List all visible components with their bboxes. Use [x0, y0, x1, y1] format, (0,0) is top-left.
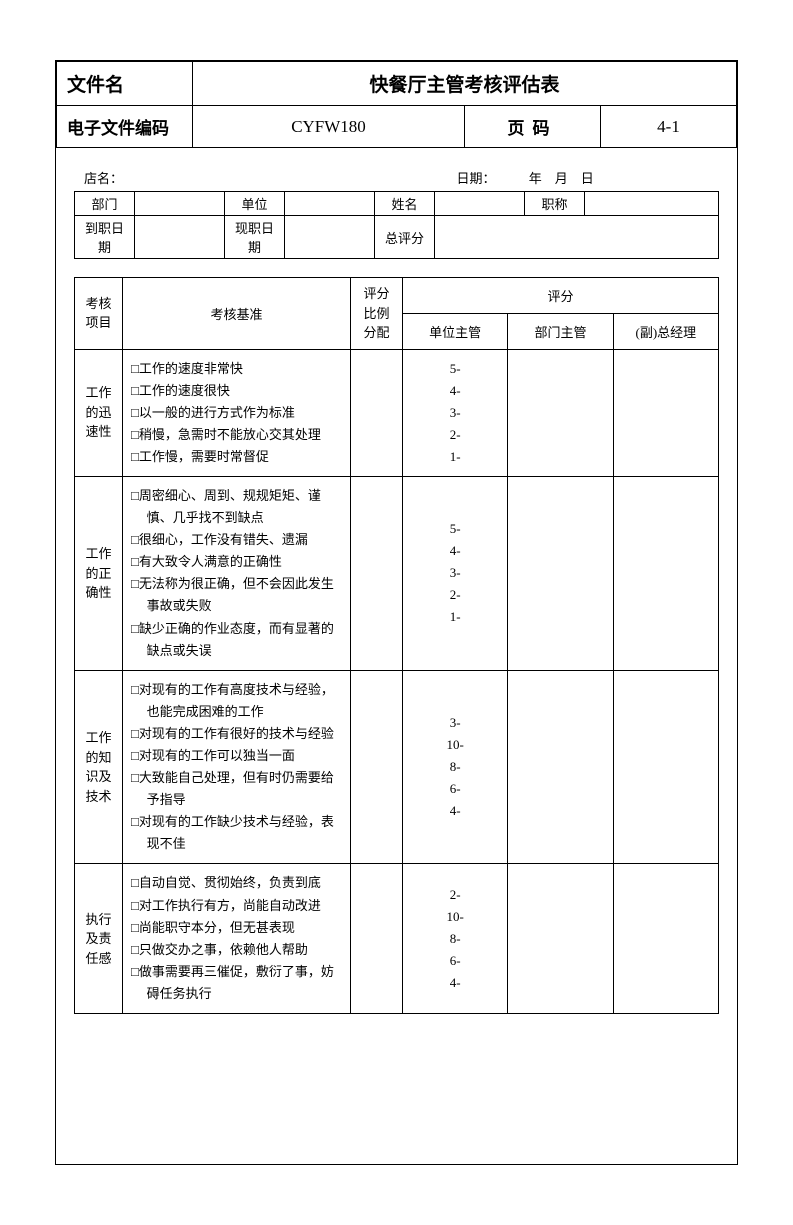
row-basis: □周密细心、周到、规规矩矩、谨慎、几乎找不到缺点□很细心，工作没有错失、遗漏□有…	[123, 476, 351, 670]
row-score-gm	[613, 864, 718, 1014]
row-item: 执行及责任感	[75, 864, 123, 1014]
row-score-dept	[508, 349, 613, 476]
row-ratio	[351, 864, 403, 1014]
filename-label: 文件名	[57, 62, 193, 106]
row-score-unit: 5-4-3-2-1-	[403, 349, 508, 476]
date-value: 年 月 日	[499, 171, 594, 186]
th-s3: (副)总经理	[613, 313, 718, 349]
row-ratio	[351, 349, 403, 476]
row-item: 工作的迅速性	[75, 349, 123, 476]
page-value: 4-1	[601, 106, 737, 148]
header-table: 文件名 快餐厅主管考核评估表 电子文件编码 CYFW180 页码 4-1	[56, 61, 737, 148]
total-label: 总评分	[375, 216, 435, 259]
row-item: 工作的知识及技术	[75, 670, 123, 864]
date-label: 日期：	[457, 171, 496, 186]
title-value	[585, 192, 719, 216]
code-label: 电子文件编码	[57, 106, 193, 148]
unit-value	[285, 192, 375, 216]
hire-value	[135, 216, 225, 259]
row-score-unit: 5-4-3-2-1-	[403, 476, 508, 670]
th-s2: 部门主管	[508, 313, 613, 349]
hire-label: 到职日期	[75, 216, 135, 259]
row-basis: □工作的速度非常快□工作的速度很快□以一般的进行方式作为标准□稍慢，急需时不能放…	[123, 349, 351, 476]
unit-label: 单位	[225, 192, 285, 216]
page-label: 页码	[465, 106, 601, 148]
th-basis: 考核基准	[123, 278, 351, 350]
row-score-gm	[613, 476, 718, 670]
info-table: 部门 单位 姓名 职称 到职日期 现职日期 总评分	[74, 191, 719, 259]
row-item: 工作的正确性	[75, 476, 123, 670]
th-ratio: 评分比例分配	[351, 278, 403, 350]
dept-label: 部门	[75, 192, 135, 216]
code-value: CYFW180	[193, 106, 465, 148]
name-value	[435, 192, 525, 216]
row-score-gm	[613, 349, 718, 476]
info-block: 店名： 日期： 年 月 日 部门 单位 姓名	[56, 148, 737, 269]
assessment-table: 考核项目 考核基准 评分比例分配 评分 单位主管 部门主管 (副)总经理 工作的…	[74, 277, 719, 1014]
total-value	[435, 216, 719, 259]
row-score-gm	[613, 670, 718, 864]
row-score-dept	[508, 864, 613, 1014]
cur-value	[285, 216, 375, 259]
row-score-unit: 2-10-8-6-4-	[403, 864, 508, 1014]
th-score: 评分	[403, 278, 719, 314]
name-label: 姓名	[375, 192, 435, 216]
row-ratio	[351, 670, 403, 864]
dept-value	[135, 192, 225, 216]
store-label: 店名：	[84, 168, 337, 187]
row-ratio	[351, 476, 403, 670]
th-s1: 单位主管	[403, 313, 508, 349]
row-basis: □对现有的工作有高度技术与经验，也能完成困难的工作□对现有的工作有很好的技术与经…	[123, 670, 351, 864]
row-basis: □自动自觉、贯彻始终，负责到底□对工作执行有方，尚能自动改进□尚能职守本分，但无…	[123, 864, 351, 1014]
title-label: 职称	[525, 192, 585, 216]
th-item: 考核项目	[75, 278, 123, 350]
row-score-dept	[508, 670, 613, 864]
row-score-unit: 3-10-8-6-4-	[403, 670, 508, 864]
row-score-dept	[508, 476, 613, 670]
filename-value: 快餐厅主管考核评估表	[193, 62, 737, 106]
cur-label: 现职日期	[225, 216, 285, 259]
